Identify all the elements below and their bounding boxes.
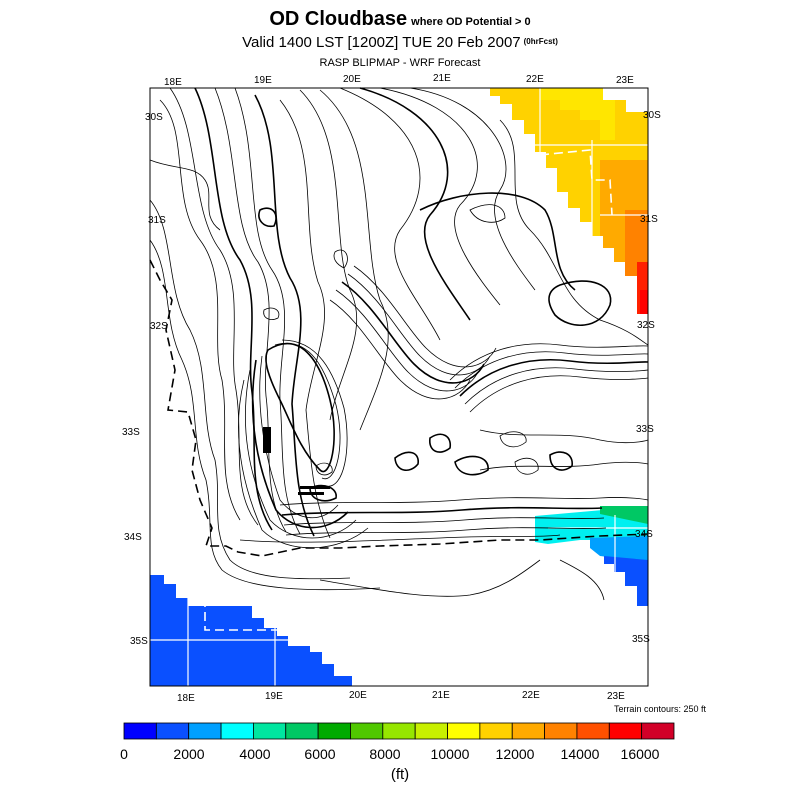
top-lon-19E: 19E — [254, 75, 272, 86]
colorbar-label-4000: 4000 — [239, 746, 270, 762]
top-lon-18E: 18E — [164, 77, 182, 88]
colorbar-swatch-4 — [253, 722, 287, 740]
colorbar-tick-labels: 0 2000 4000 6000 8000 10000 12000 14000 … — [120, 746, 660, 762]
colorbar-swatch-9 — [414, 722, 448, 740]
colorbar-swatch-1 — [155, 722, 190, 740]
colorbar-swatch-16 — [641, 722, 675, 740]
colorbar-swatch-14 — [576, 722, 610, 740]
colorbar-swatch-8 — [382, 722, 416, 740]
forecast-tag: (0hrFcst) — [523, 37, 558, 46]
cloudbase-fill-southeast — [535, 506, 648, 606]
ridge-marks — [263, 427, 330, 495]
left-lat-30S: 30S — [145, 112, 163, 123]
left-lat-34S: 34S — [124, 532, 142, 543]
colorbar-swatch-3 — [220, 722, 254, 740]
top-lon-23E: 23E — [616, 75, 634, 86]
right-lat-35S: 35S — [632, 634, 650, 645]
colorbar-swatch-15 — [608, 722, 643, 740]
colorbar-swatch-10 — [447, 722, 481, 740]
right-latitude-labels: 30S 31S 32S 33S 34S 35S — [632, 110, 661, 645]
fill-yellow-light — [540, 88, 615, 140]
right-lat-32S: 32S — [637, 320, 655, 331]
colorbar-unit: (ft) — [390, 766, 410, 783]
valid-time: Valid 1400 LST [1200Z] TUE 20 Feb 2007 (0… — [0, 34, 800, 51]
left-lat-33S: 33S — [122, 427, 140, 438]
bottom-lon-23E: 23E — [607, 691, 625, 702]
right-lat-31S: 31S — [640, 214, 658, 225]
left-lat-35S: 35S — [130, 636, 148, 647]
colorbar-label-12000: 12000 — [496, 746, 535, 762]
fill-red-dark — [640, 290, 648, 314]
colorbar-label-14000: 14000 — [561, 746, 600, 762]
colorbar-label-2000: 2000 — [173, 746, 204, 762]
coastline-ne — [539, 149, 613, 216]
top-longitude-labels: 18E 19E 20E 21E 22E 23E — [164, 73, 634, 88]
coastline — [149, 149, 649, 631]
map-title: OD Cloudbase where OD Potential > 0 — [0, 8, 800, 31]
top-lon-21E: 21E — [433, 73, 451, 84]
terrain-contours — [149, 87, 649, 601]
bottom-lon-18E: 18E — [177, 693, 195, 704]
top-lon-22E: 22E — [526, 74, 544, 85]
colorbar-swatch-0 — [123, 722, 157, 740]
valid-time-text: Valid 1400 LST [1200Z] TUE 20 Feb 2007 — [242, 34, 521, 51]
colorbar-swatch-6 — [317, 722, 351, 740]
colorbar-label-8000: 8000 — [369, 746, 400, 762]
cloudbase-fill-northeast — [490, 88, 648, 314]
right-lat-30S: 30S — [643, 110, 661, 121]
left-lat-32S: 32S — [150, 321, 168, 332]
left-lat-31S: 31S — [148, 215, 166, 226]
bottom-lon-19E: 19E — [265, 691, 283, 702]
colorbar-swatch-2 — [188, 722, 222, 740]
terrain-note: Terrain contours: 250 ft — [613, 704, 706, 714]
top-lon-20E: 20E — [343, 74, 361, 85]
colorbar-swatch-5 — [285, 722, 319, 740]
colorbar-label-16000: 16000 — [621, 746, 660, 762]
bottom-lon-22E: 22E — [522, 690, 540, 701]
colorbar-swatch-13 — [544, 722, 578, 740]
colorbar-swatch-12 — [511, 722, 545, 740]
title-condition: where OD Potential > 0 — [411, 16, 531, 28]
fill-green-band — [600, 506, 648, 524]
subtitle: RASP BLIPMAP - WRF Forecast — [319, 57, 481, 69]
right-lat-34S: 34S — [635, 529, 653, 540]
bottom-lon-21E: 21E — [432, 690, 450, 701]
colorbar-label-10000: 10000 — [431, 746, 470, 762]
colorbar-label-0: 0 — [120, 746, 128, 762]
colorbar-swatch-7 — [350, 722, 384, 740]
coastline-island — [204, 598, 280, 631]
title-main: OD Cloudbase — [269, 8, 408, 30]
right-lat-33S: 33S — [636, 424, 654, 435]
colorbar-label-6000: 6000 — [304, 746, 335, 762]
map-frame — [149, 87, 649, 687]
fill-blue-band — [604, 556, 648, 606]
bottom-longitude-labels: 18E 19E 20E 21E 22E 23E — [177, 690, 625, 704]
graticule — [150, 88, 648, 686]
colorbar-swatch-11 — [479, 722, 513, 740]
fill-lightblue-band — [590, 536, 648, 562]
colorbar — [123, 722, 675, 740]
left-latitude-labels: 30S 31S 32S 33S 34S 35S — [122, 112, 168, 647]
bottom-lon-20E: 20E — [349, 690, 367, 701]
